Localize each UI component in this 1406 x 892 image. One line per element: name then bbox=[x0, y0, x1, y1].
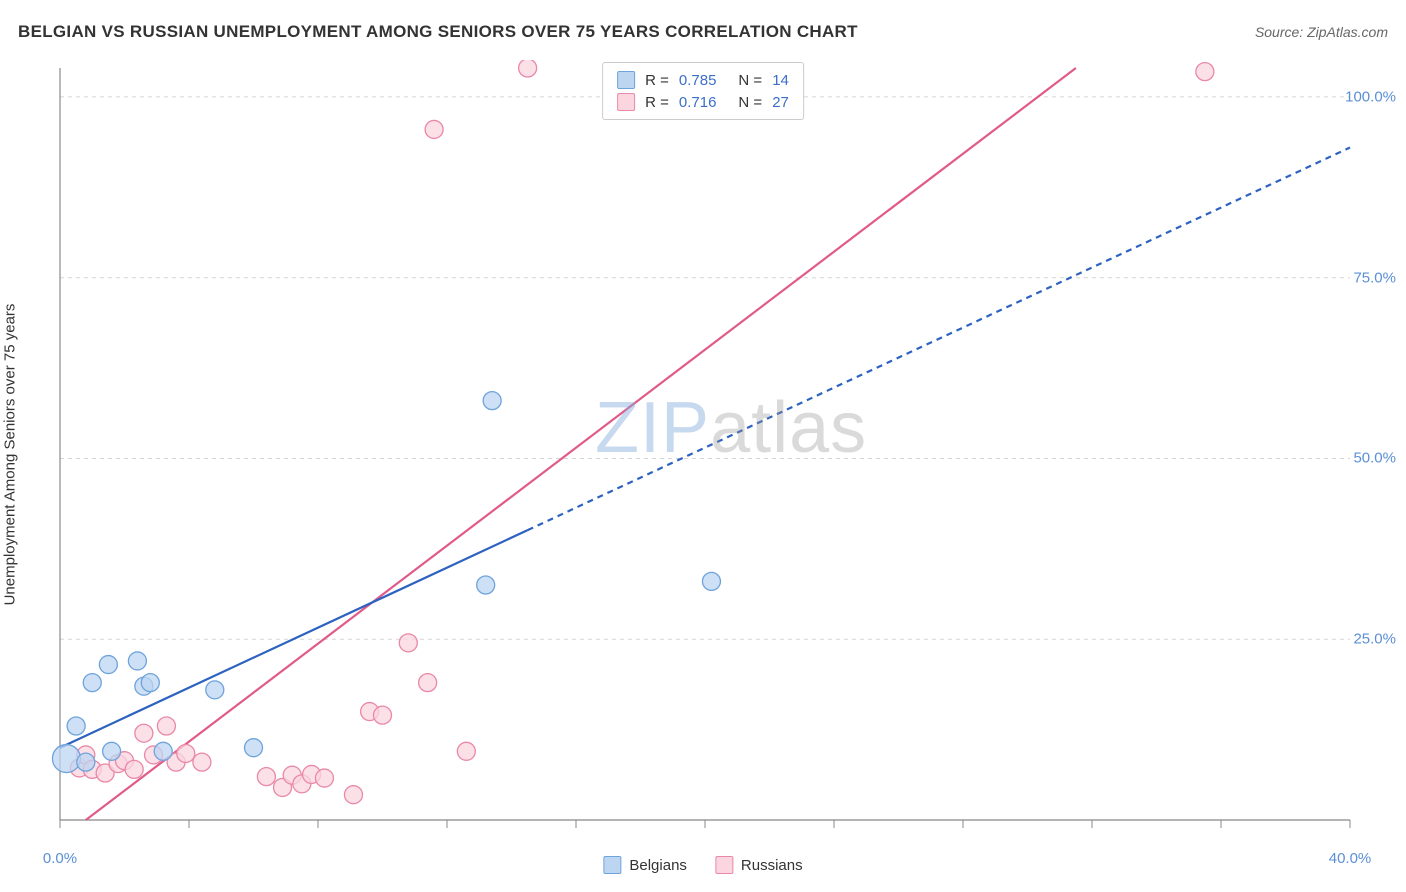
stats-box: R = 0.785 N = 14 R = 0.716 N = 27 bbox=[602, 62, 804, 120]
scatter-chart-svg bbox=[50, 60, 1376, 842]
y-tick-label: 50.0% bbox=[1353, 450, 1396, 467]
swatch-russians-icon bbox=[617, 93, 635, 111]
r-value-belgians: 0.785 bbox=[679, 72, 717, 89]
legend: Belgians Russians bbox=[603, 856, 802, 874]
y-tick-label: 100.0% bbox=[1345, 88, 1396, 105]
n-value-belgians: 14 bbox=[772, 72, 789, 89]
y-tick-label: 25.0% bbox=[1353, 631, 1396, 648]
legend-swatch-belgians-icon bbox=[603, 856, 621, 874]
y-tick-label: 75.0% bbox=[1353, 269, 1396, 286]
y-axis-label: Unemployment Among Seniors over 75 years bbox=[2, 304, 19, 606]
legend-label-belgians: Belgians bbox=[629, 857, 687, 874]
x-tick-label: 0.0% bbox=[43, 850, 77, 867]
stats-row-russians: R = 0.716 N = 27 bbox=[617, 91, 789, 113]
legend-item-belgians: Belgians bbox=[603, 856, 687, 874]
swatch-belgians-icon bbox=[617, 71, 635, 89]
chart-title: BELGIAN VS RUSSIAN UNEMPLOYMENT AMONG SE… bbox=[18, 22, 858, 42]
chart-source: Source: ZipAtlas.com bbox=[1255, 24, 1388, 40]
legend-label-russians: Russians bbox=[741, 857, 803, 874]
r-value-russians: 0.716 bbox=[679, 94, 717, 111]
legend-swatch-russians-icon bbox=[715, 856, 733, 874]
n-value-russians: 27 bbox=[772, 94, 789, 111]
x-tick-label: 40.0% bbox=[1329, 850, 1372, 867]
stats-row-belgians: R = 0.785 N = 14 bbox=[617, 69, 789, 91]
legend-item-russians: Russians bbox=[715, 856, 803, 874]
chart-plot-area bbox=[50, 60, 1376, 842]
chart-header: BELGIAN VS RUSSIAN UNEMPLOYMENT AMONG SE… bbox=[18, 22, 1388, 42]
